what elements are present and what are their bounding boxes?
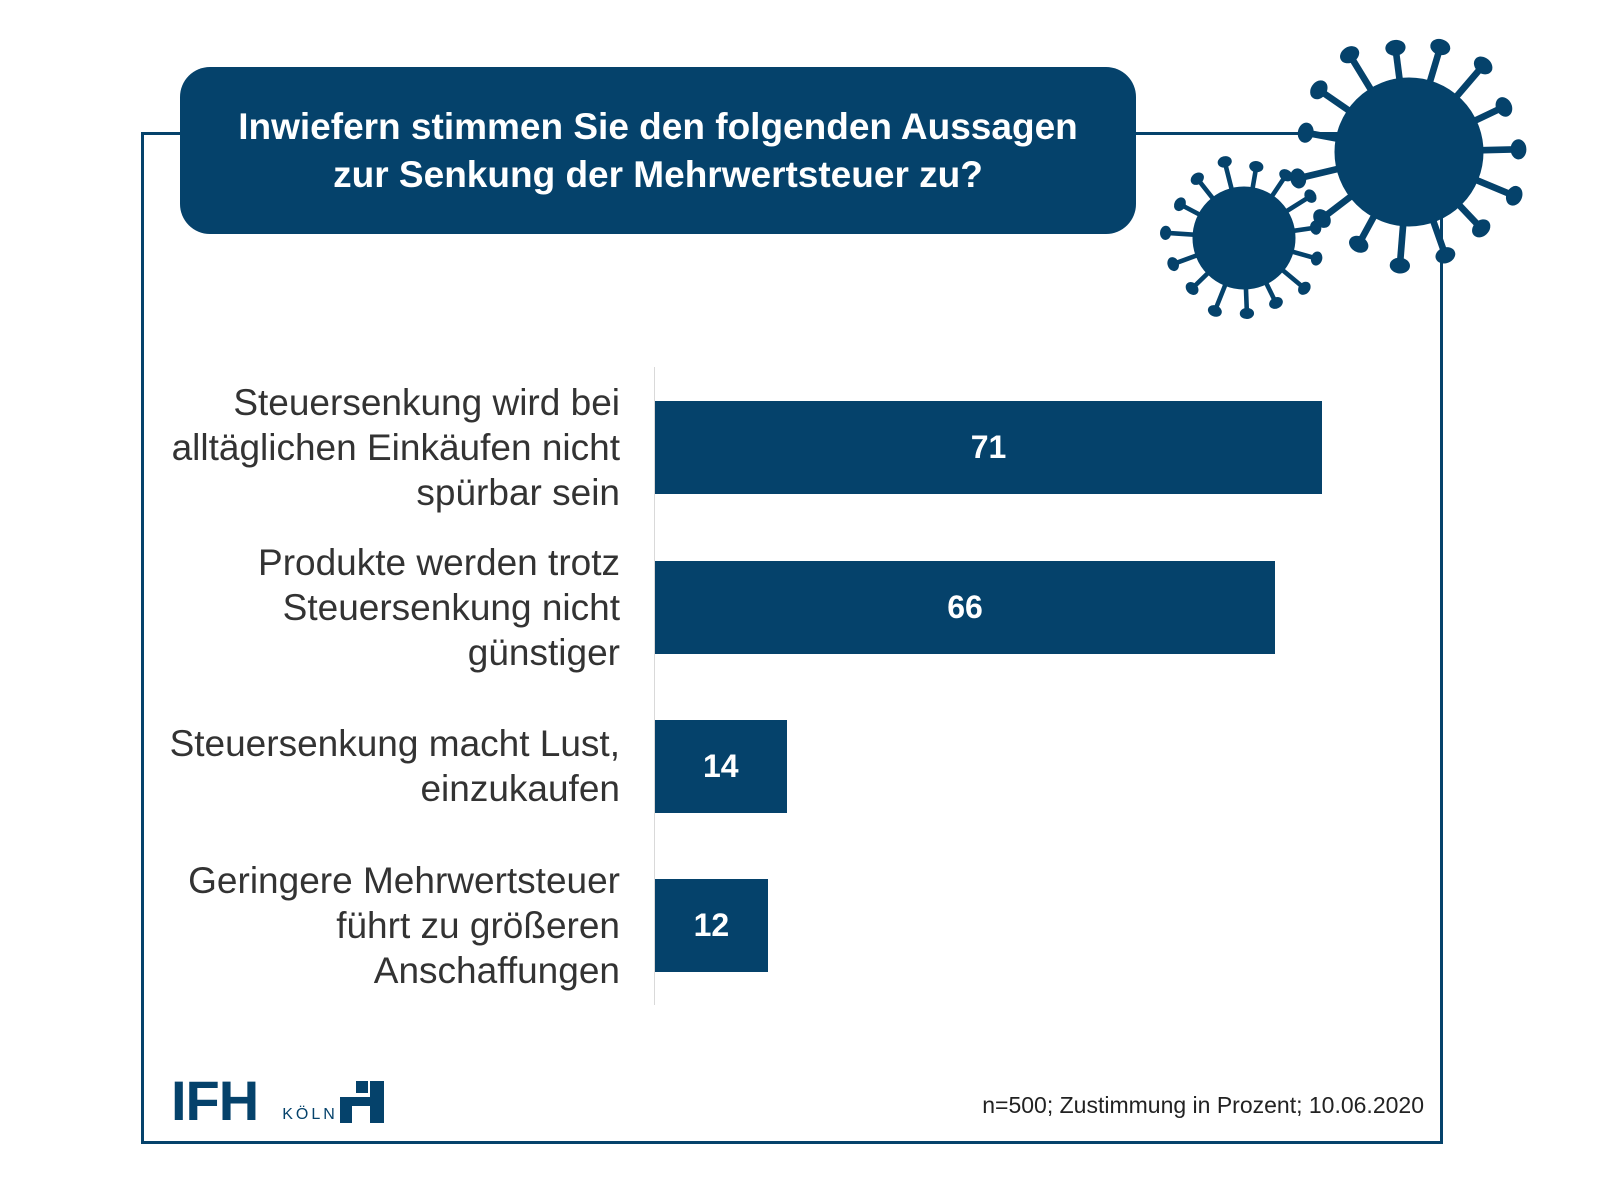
category-label: Produkte werden trotz Steuersenkung nich… — [258, 541, 620, 673]
logo-text: IFH — [171, 1069, 259, 1132]
data-label: 66 — [947, 589, 983, 625]
data-label: 14 — [702, 748, 739, 784]
bar: 71 — [655, 401, 1322, 494]
virus-icon-large — [1290, 38, 1527, 274]
bar: 66 — [655, 561, 1276, 654]
data-label: 71 — [970, 429, 1007, 465]
virus-icon-small — [1160, 156, 1323, 320]
logo-subtext: KÖLN — [282, 1106, 338, 1123]
bar: 14 — [655, 720, 787, 813]
footnote: n=500; Zustimmung in Prozent; 10.06.2020 — [982, 1092, 1424, 1118]
chart-title: Inwiefern stimmen Sie den folgenden Auss… — [180, 67, 1136, 234]
logo-mark-icon — [339, 1081, 384, 1123]
category-label: Steuersenkung macht Lust, einzukaufen — [169, 723, 620, 809]
category-axis-line — [654, 367, 655, 1005]
data-label: 12 — [693, 907, 730, 943]
ifh-logo: IFH KÖLN — [171, 1069, 384, 1132]
category-label: Steuersenkung wird bei alltäglichen Eink… — [171, 381, 620, 513]
category-label: Geringere Mehrwertsteuer führt zu größer… — [188, 859, 620, 991]
bar: 12 — [655, 879, 768, 972]
